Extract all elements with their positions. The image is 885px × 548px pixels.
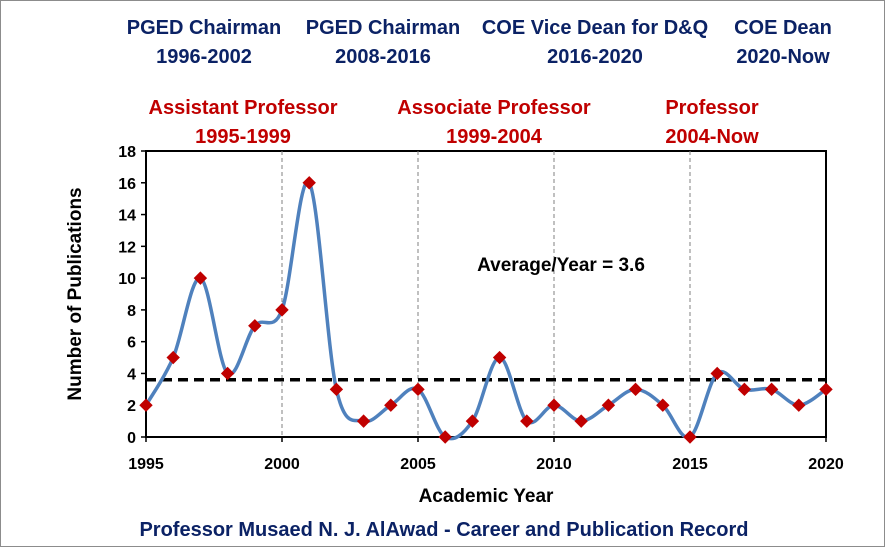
- x-tick-label: 2020: [808, 456, 844, 473]
- data-point-1996: [166, 350, 180, 365]
- role-3-title: COE Vice Dean for D&Q: [482, 17, 708, 39]
- y-axis-ticks: 0 2 4 6 8 10 12 14 16 18: [118, 144, 146, 447]
- data-point-2007: [465, 414, 480, 428]
- y-tick-label: 0: [127, 430, 136, 447]
- data-point-2014: [656, 398, 670, 412]
- role-2-title: PGED Chairman: [306, 17, 460, 39]
- plot-area: [145, 150, 827, 438]
- rank-2: Associate Professor 1999-2004: [397, 97, 591, 148]
- role-1: PGED Chairman 1996-2002: [127, 17, 281, 68]
- data-point-2015: [683, 430, 697, 444]
- y-tick-label: 16: [118, 176, 136, 193]
- rank-3-title: Professor: [665, 97, 759, 119]
- x-tick-label: 2005: [400, 456, 436, 473]
- rank-3-period: 2004-Now: [665, 126, 759, 148]
- data-point-2009: [520, 414, 534, 428]
- y-tick-label: 14: [118, 208, 136, 225]
- rank-3: Professor 2004-Now: [665, 97, 759, 148]
- data-point-2003: [356, 414, 371, 428]
- x-axis-ticks: 1995 2000 2005 2010 2015 2020: [128, 437, 844, 473]
- y-tick-label: 12: [118, 239, 136, 256]
- data-point-2006: [438, 430, 452, 444]
- role-2: PGED Chairman 2008-2016: [306, 17, 460, 68]
- y-tick-label: 4: [127, 366, 136, 383]
- rank-2-period: 1999-2004: [446, 126, 543, 148]
- data-point-1998: [220, 366, 235, 381]
- data-point-1997: [193, 271, 208, 285]
- rank-1-title: Assistant Professor: [149, 97, 338, 119]
- x-tick-label: 1995: [128, 456, 164, 473]
- data-point-2005: [411, 382, 425, 397]
- role-1-period: 1996-2002: [156, 46, 252, 68]
- data-point-2018: [764, 382, 779, 397]
- data-point-2001: [302, 176, 316, 190]
- role-4-period: 2020-Now: [736, 46, 830, 68]
- data-point-1999: [248, 319, 262, 333]
- data-point-2020: [819, 382, 833, 397]
- footer-caption: Professor Musaed N. J. AlAwad - Career a…: [139, 519, 748, 541]
- data-point-2013: [628, 382, 643, 397]
- y-tick-label: 10: [118, 271, 136, 288]
- rank-1: Assistant Professor 1995-1999: [149, 97, 338, 148]
- role-3-period: 2016-2020: [547, 46, 643, 68]
- average-label: Average/Year = 3.6: [477, 255, 645, 276]
- y-tick-label: 8: [127, 303, 136, 320]
- role-1-title: PGED Chairman: [127, 17, 281, 39]
- data-point-2016: [710, 366, 724, 381]
- role-2-period: 2008-2016: [335, 46, 431, 68]
- role-3: COE Vice Dean for D&Q 2016-2020: [482, 17, 708, 68]
- rank-2-title: Associate Professor: [397, 97, 591, 119]
- y-tick-label: 18: [118, 144, 136, 161]
- rank-1-period: 1995-1999: [195, 126, 291, 148]
- role-4: COE Dean 2020-Now: [734, 17, 832, 68]
- role-4-title: COE Dean: [734, 17, 832, 39]
- data-point-2019: [792, 398, 806, 412]
- x-tick-label: 2010: [536, 456, 572, 473]
- data-point-2011: [574, 414, 588, 428]
- data-point-2012: [601, 398, 616, 412]
- data-point-2008: [492, 350, 507, 365]
- data-point-1995: [139, 398, 153, 412]
- x-tick-label: 2015: [672, 456, 708, 473]
- series-group: [139, 176, 833, 444]
- y-tick-label: 2: [127, 398, 136, 415]
- y-tick-label: 6: [127, 335, 136, 352]
- data-point-2000: [275, 303, 289, 317]
- data-point-2004: [384, 398, 398, 412]
- data-point-2002: [329, 382, 344, 397]
- data-point-2017: [737, 382, 752, 397]
- x-tick-label: 2000: [264, 456, 300, 473]
- x-axis-title: Academic Year: [419, 486, 554, 507]
- y-axis-title: Number of Publications: [65, 187, 86, 400]
- data-point-2010: [547, 398, 561, 412]
